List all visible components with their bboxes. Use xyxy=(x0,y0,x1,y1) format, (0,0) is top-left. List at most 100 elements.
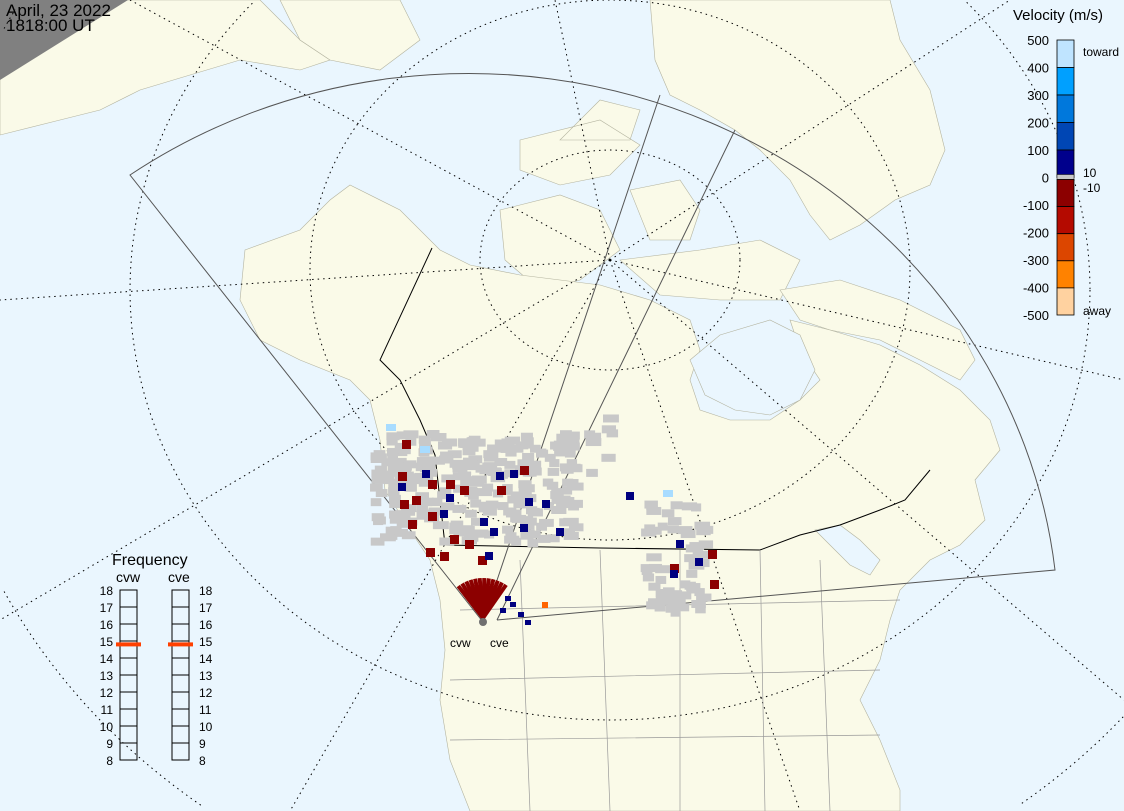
ground-scatter-cell xyxy=(466,437,478,446)
ground-scatter-cell xyxy=(505,509,522,518)
velocity-cell-toward xyxy=(500,608,506,613)
ground-scatter-cell xyxy=(426,430,440,439)
ground-scatter-cell xyxy=(661,591,675,600)
ground-scatter-cell xyxy=(487,444,502,453)
frequency-tick-label: 9 xyxy=(106,737,113,751)
velocity-cell-toward xyxy=(485,552,493,560)
velocity-cell-away xyxy=(708,550,717,559)
velocity-cell-toward xyxy=(422,470,430,478)
ground-scatter-cell xyxy=(696,527,711,536)
velocity-cell-away xyxy=(670,564,679,573)
ten-label: 10 xyxy=(1083,166,1097,180)
ground-scatter-cell xyxy=(527,508,543,517)
velocity-cell-toward xyxy=(542,500,550,508)
ground-scatter-cell xyxy=(370,483,383,492)
ground-scatter-cell xyxy=(494,457,508,466)
ground-scatter-cell xyxy=(586,468,598,477)
velocity-tick-label: 300 xyxy=(1027,88,1049,103)
velocity-cell-away xyxy=(465,540,474,549)
ground-scatter-cell xyxy=(418,509,432,518)
land-arctic-islands xyxy=(499,99,801,301)
ground-scatter-cell xyxy=(472,529,489,538)
ground-scatter-cell xyxy=(646,553,662,562)
ground-scatter-cell xyxy=(420,474,434,483)
ground-scatter-cell xyxy=(648,526,662,535)
ground-scatter-cell xyxy=(655,575,667,584)
water-hudson-bay xyxy=(689,319,816,416)
land-baffin xyxy=(779,279,976,381)
velocity-tick-label: -500 xyxy=(1023,308,1049,323)
radar-site-marker xyxy=(479,618,487,626)
ground-scatter-cell xyxy=(606,429,619,438)
ground-scatter-cell xyxy=(421,498,433,507)
latitude-circle xyxy=(479,149,741,371)
ground-scatter-cell xyxy=(667,517,682,526)
ground-scatter-cell xyxy=(684,554,700,563)
ground-scatter-cell xyxy=(565,436,577,445)
frequency-tick-label: 12 xyxy=(199,686,213,700)
ground-scatter-cell xyxy=(527,460,542,469)
ground-scatter-cell xyxy=(539,518,554,527)
ground-scatter-cell xyxy=(522,452,535,461)
ground-scatter-cell xyxy=(670,501,683,510)
ground-scatter-cell xyxy=(396,519,411,528)
velocity-tick-label: -300 xyxy=(1023,253,1049,268)
ground-scatter-cell xyxy=(566,459,578,468)
ground-scatter-cell xyxy=(452,504,467,513)
ground-scatter-cell xyxy=(691,600,706,609)
ground-scatter-cell xyxy=(385,531,398,540)
ground-scatter-cell xyxy=(677,526,693,535)
ground-scatter-cell xyxy=(440,451,453,460)
ground-scatter-cell xyxy=(601,425,617,434)
velocity-cell-toward xyxy=(518,612,524,617)
ground-scatter-cell xyxy=(698,550,709,559)
ground-scatter-cell xyxy=(668,590,683,599)
latitude-circle xyxy=(1018,716,1124,806)
ground-scatter-cell xyxy=(425,468,438,477)
night-terminator-shade xyxy=(0,0,128,80)
ground-scatter-cell xyxy=(657,522,668,531)
velocity-cell-away xyxy=(428,480,437,489)
ground-scatter-cell xyxy=(386,432,400,441)
frequency-radar-cvw: cvw xyxy=(116,569,141,585)
frequency-tick-label: 17 xyxy=(100,601,114,615)
ground-scatter-cell xyxy=(694,588,705,597)
velocity-colorbar: Velocity (m/s) 500 400 300 200 100 0 -100 -200 -… xyxy=(1013,7,1119,323)
frequency-tick-label: 18 xyxy=(100,584,114,598)
ground-scatter-cell xyxy=(694,521,711,530)
velocity-cell-away xyxy=(426,548,435,557)
ground-scatter-cell xyxy=(646,506,662,515)
velocity-cell-away xyxy=(478,556,487,565)
ground-scatter-cell xyxy=(602,414,619,423)
ground-scatter-cell xyxy=(440,502,455,511)
ground-scatter-cell xyxy=(375,489,388,498)
colorbar-segment xyxy=(1056,179,1075,208)
velocity-cell-toward xyxy=(490,528,498,536)
ground-scatter-cell xyxy=(415,492,430,501)
ground-scatter-cell xyxy=(431,456,445,465)
frequency-tick-label: 14 xyxy=(199,652,213,666)
ground-scatter-cell xyxy=(462,525,473,534)
ground-scatter-cell xyxy=(394,442,406,451)
ground-scatter-cell xyxy=(665,604,680,613)
ground-scatter-cell xyxy=(696,593,712,602)
ground-scatter-cell xyxy=(485,467,502,476)
frequency-tick-label: 10 xyxy=(199,720,213,734)
colorbar-segment xyxy=(1056,94,1075,123)
velocity-cell-toward xyxy=(496,472,504,480)
ground-scatter-cell xyxy=(393,457,407,466)
ground-scatter-cell xyxy=(504,460,516,469)
ground-scatter-cell xyxy=(556,500,572,509)
velocity-cell-away xyxy=(408,520,417,529)
ground-scatter-cell xyxy=(381,458,395,467)
latitude-circle xyxy=(309,0,911,541)
velocity-cell-away xyxy=(400,500,409,509)
ground-scatter-cell xyxy=(559,463,576,472)
ground-scatter-cell xyxy=(542,478,554,487)
frequency-tick-label: 16 xyxy=(100,618,114,632)
ground-scatter-cell xyxy=(681,502,698,511)
frequency-tick-label: 8 xyxy=(106,754,113,768)
ground-scatter-cell xyxy=(511,514,527,523)
ground-scatter-cell xyxy=(690,503,702,512)
